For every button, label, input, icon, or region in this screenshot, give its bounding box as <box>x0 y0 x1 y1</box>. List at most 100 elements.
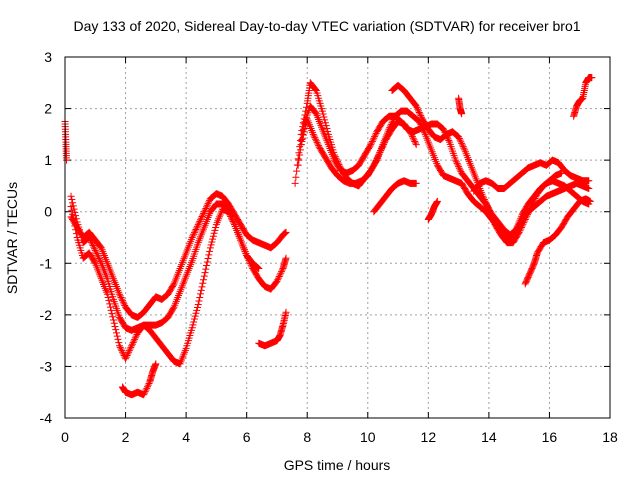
data-point <box>116 290 123 298</box>
data-point <box>205 198 213 206</box>
data-point <box>132 332 140 340</box>
data-point <box>207 241 215 249</box>
data-point <box>296 146 304 154</box>
data-point <box>201 206 209 214</box>
data-point <box>412 141 420 149</box>
data-point <box>524 209 532 217</box>
data-point <box>313 138 321 146</box>
data-point <box>323 125 331 133</box>
data-point <box>90 243 98 251</box>
x-tick-label: 6 <box>243 429 251 445</box>
y-tick-label: 1 <box>44 152 52 168</box>
data-point <box>211 226 219 234</box>
x-tick-label: 10 <box>360 429 376 445</box>
data-point <box>416 110 424 118</box>
data-point <box>88 240 96 248</box>
x-tick-label: 18 <box>602 429 618 445</box>
data-point <box>127 343 135 351</box>
data-point <box>120 300 128 308</box>
data-point <box>131 334 139 342</box>
data-point <box>371 160 379 168</box>
data-point <box>482 199 490 207</box>
data-point <box>204 200 212 208</box>
data-point <box>299 131 307 139</box>
data-point <box>481 197 489 205</box>
data-point <box>116 342 123 350</box>
data-point <box>193 224 201 232</box>
data-point <box>410 136 418 144</box>
plot-frame <box>64 56 611 419</box>
data-point <box>457 138 465 146</box>
data-point <box>140 389 148 397</box>
data-point <box>115 339 123 347</box>
data-point <box>369 163 377 171</box>
data-point <box>200 272 208 280</box>
data-point <box>294 161 302 169</box>
data-point <box>122 353 130 361</box>
x-tick-labels: 0 2 4 6 8 10 12 14 16 18 <box>61 429 618 445</box>
data-point <box>86 235 94 243</box>
data-point <box>515 228 523 236</box>
data-point <box>123 351 131 359</box>
data-point <box>371 158 379 166</box>
data-point <box>126 345 134 353</box>
data-point <box>309 130 317 138</box>
data-point <box>210 229 218 237</box>
data-point <box>199 211 207 219</box>
data-point <box>282 254 290 262</box>
data-point <box>314 140 322 148</box>
data-point <box>192 225 200 233</box>
data-point <box>67 203 75 211</box>
data-point <box>140 391 148 399</box>
data-point <box>315 142 323 150</box>
data-point <box>532 193 540 201</box>
data-point <box>414 105 422 113</box>
data-point <box>531 194 539 202</box>
data-point <box>370 161 378 169</box>
data-point <box>97 243 105 251</box>
data-point <box>274 276 282 284</box>
x-tick-label: 2 <box>122 429 130 445</box>
data-point <box>411 139 419 147</box>
data-point <box>455 135 463 143</box>
data-point <box>520 217 528 225</box>
data-point <box>194 301 202 309</box>
data-point <box>378 144 386 152</box>
data-point <box>105 297 113 305</box>
data-point <box>87 237 95 245</box>
data-point <box>374 152 382 160</box>
data-point <box>104 293 112 301</box>
data-point <box>209 232 217 240</box>
data-point <box>456 166 464 174</box>
data-point <box>190 230 198 238</box>
data-point <box>277 269 285 277</box>
data-point <box>204 254 212 262</box>
data-point <box>195 219 203 227</box>
data-point <box>458 139 466 147</box>
data-point <box>453 159 461 167</box>
data-point <box>377 145 385 153</box>
x-tick-label: 8 <box>303 429 311 445</box>
data-point <box>206 247 214 255</box>
data-point <box>418 113 426 121</box>
data-point <box>311 134 319 142</box>
data-point <box>108 310 116 318</box>
data-point <box>188 234 196 241</box>
y-tick-label: -3 <box>40 358 53 374</box>
data-point <box>483 200 491 208</box>
data-point <box>411 137 419 145</box>
data-point <box>87 238 95 246</box>
data-point <box>169 304 177 312</box>
y-axis-title: SDTVAR / TECUs <box>4 182 20 294</box>
data-point <box>69 210 77 218</box>
data-point <box>458 110 466 118</box>
data-point <box>106 303 114 311</box>
data-point <box>228 216 236 224</box>
data-point <box>293 167 301 175</box>
data-point <box>227 213 235 221</box>
data-point <box>92 248 100 256</box>
data-point <box>254 264 262 272</box>
data-point <box>226 211 234 219</box>
data-point <box>68 195 76 203</box>
